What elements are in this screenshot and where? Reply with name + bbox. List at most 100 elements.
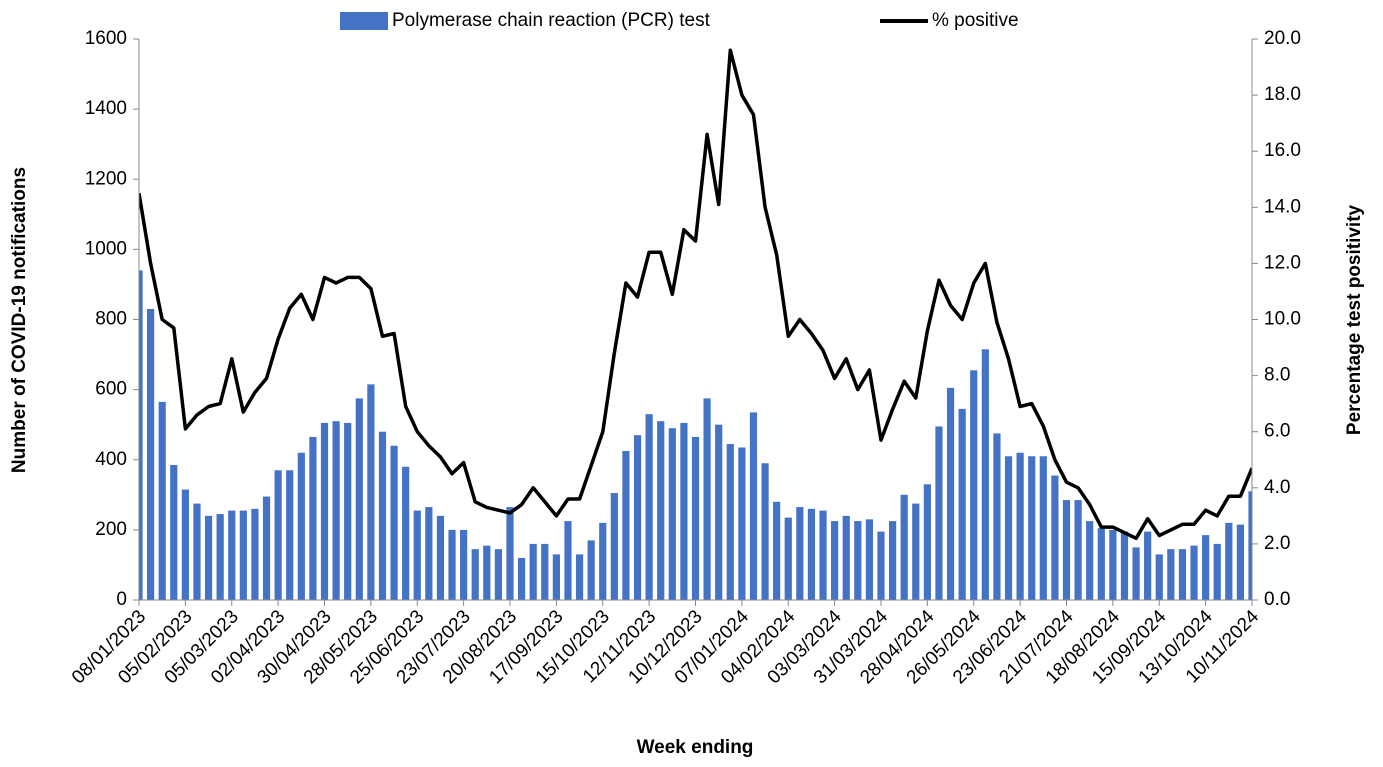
bar	[344, 422, 352, 600]
plot-area	[139, 48, 1252, 600]
bar	[970, 370, 978, 600]
bar	[309, 436, 317, 600]
bar	[749, 412, 758, 600]
bar	[819, 510, 827, 600]
y2-tick-label: 12.0	[1264, 252, 1301, 273]
bar	[251, 508, 259, 600]
bar	[204, 515, 213, 600]
bar	[228, 510, 236, 600]
bar	[587, 540, 595, 600]
bar	[402, 466, 410, 600]
bar	[761, 463, 769, 600]
bar	[1062, 500, 1071, 600]
bar	[517, 557, 526, 600]
bar	[645, 414, 653, 600]
line	[139, 48, 1252, 541]
bar	[575, 554, 584, 600]
y2-tick-label: 8.0	[1264, 365, 1290, 386]
legend-swatch	[340, 12, 388, 30]
legend-label: Polymerase chain reaction (PCR) test	[392, 10, 711, 31]
bar	[1144, 531, 1152, 600]
y2-tick-label: 4.0	[1264, 477, 1290, 498]
bar	[158, 401, 166, 600]
y-tick-label: 0	[116, 589, 127, 610]
bar	[958, 408, 966, 600]
bar	[854, 521, 862, 600]
bar	[900, 494, 908, 600]
bar	[139, 270, 143, 600]
bar	[146, 308, 155, 600]
bar	[622, 450, 630, 600]
bar	[332, 421, 340, 600]
bar	[1190, 545, 1198, 600]
bar	[773, 501, 781, 600]
bar	[541, 543, 549, 600]
y2-tick-label: 0.0	[1264, 589, 1290, 610]
y-tick-label: 1000	[85, 238, 127, 259]
bar	[1236, 524, 1245, 600]
bar	[181, 489, 189, 600]
x-axis-title: Week ending	[637, 737, 754, 758]
bar	[831, 521, 839, 600]
bar	[888, 521, 897, 600]
bar	[993, 433, 1001, 600]
bar	[1109, 529, 1117, 600]
y-tick-label: 200	[95, 519, 127, 540]
bar	[425, 507, 433, 600]
bar	[1097, 528, 1105, 600]
bar	[1051, 475, 1059, 600]
bar	[1120, 531, 1129, 600]
y2-tick-label: 6.0	[1264, 421, 1290, 442]
bar	[912, 503, 920, 600]
bar	[946, 387, 955, 600]
bar	[1225, 522, 1233, 600]
y-axis-title: Number of COVID-19 notifications	[9, 167, 30, 473]
bar	[494, 549, 503, 600]
y-tick-label: 1200	[85, 168, 127, 189]
y-tick-label: 400	[95, 449, 127, 470]
bar	[877, 531, 885, 600]
y2-tick-label: 20.0	[1264, 28, 1301, 49]
bar	[436, 515, 445, 600]
y2-axis-title: Percentage test positivity	[1344, 204, 1365, 435]
bar	[842, 515, 850, 600]
bar	[633, 435, 642, 600]
y-tick-label: 1600	[85, 28, 127, 49]
bar	[1202, 535, 1210, 600]
bar	[367, 384, 375, 600]
bar	[483, 545, 491, 600]
bar	[923, 484, 931, 600]
bar	[726, 443, 734, 600]
bar	[981, 349, 989, 600]
bar	[506, 507, 514, 600]
bar	[216, 514, 224, 600]
bar	[865, 519, 874, 600]
bar	[703, 398, 711, 600]
bar	[1213, 543, 1221, 600]
y2-tick-label: 14.0	[1264, 196, 1301, 217]
bar	[378, 431, 387, 600]
bar	[715, 424, 723, 600]
bar	[738, 447, 746, 600]
bar	[1028, 456, 1036, 600]
y2-tick-label: 18.0	[1264, 84, 1301, 105]
bar	[274, 470, 282, 600]
y-tick-label: 800	[95, 309, 127, 330]
bar	[1004, 456, 1013, 600]
y2-tick-label: 16.0	[1264, 140, 1301, 161]
bar	[807, 508, 816, 600]
bar	[796, 507, 804, 600]
bar	[529, 543, 537, 600]
bar	[935, 426, 943, 600]
bar	[1132, 547, 1140, 600]
bar	[1074, 500, 1082, 600]
bar	[1086, 521, 1094, 600]
bar	[320, 422, 329, 600]
bar	[657, 421, 665, 600]
bar	[460, 529, 468, 600]
bar	[413, 510, 421, 600]
bar	[1248, 491, 1252, 600]
bar	[1167, 549, 1175, 600]
bar	[390, 445, 398, 600]
bar	[784, 517, 792, 600]
